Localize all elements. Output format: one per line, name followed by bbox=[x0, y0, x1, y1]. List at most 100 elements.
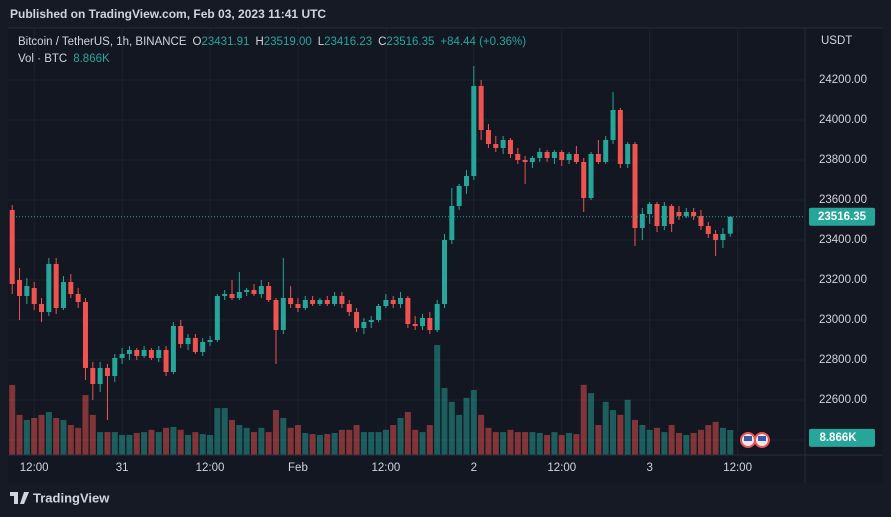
candle-body bbox=[53, 264, 59, 308]
legend-key: C bbox=[378, 36, 386, 48]
volume-bar bbox=[683, 434, 690, 455]
volume-bar bbox=[690, 432, 697, 455]
volume-tag-label: 8.866K bbox=[819, 432, 857, 444]
volume-bar bbox=[646, 429, 653, 455]
volume-bar bbox=[668, 425, 675, 455]
candle-body bbox=[713, 234, 719, 240]
volume-bar bbox=[661, 432, 668, 455]
volume-bar bbox=[558, 434, 565, 455]
volume-bar bbox=[675, 432, 682, 455]
volume-bar bbox=[697, 429, 704, 455]
x-tick-label: 12:00 bbox=[196, 462, 225, 474]
volume-bar bbox=[375, 432, 382, 455]
candle-body bbox=[537, 152, 543, 158]
volume-bar bbox=[272, 410, 279, 455]
symbol-legend: Bitcoin / TetherUS, 1h, BINANCE O23431.91… bbox=[18, 36, 526, 48]
candle-body bbox=[236, 292, 242, 298]
legend-value: 23416.23 bbox=[324, 36, 372, 48]
candle-body bbox=[507, 140, 513, 154]
volume-bar bbox=[331, 432, 338, 455]
volume-bar bbox=[412, 429, 419, 455]
candle-body bbox=[251, 290, 257, 294]
volume-bar bbox=[60, 419, 67, 455]
y-tick-label: 23600.00 bbox=[819, 194, 867, 206]
candle-body bbox=[266, 286, 272, 300]
volume-bar bbox=[551, 432, 558, 455]
candle-body bbox=[346, 304, 352, 312]
legend-value: 23431.91 bbox=[201, 36, 249, 48]
volume-bar bbox=[478, 414, 485, 455]
volume-bar bbox=[485, 427, 492, 455]
candle-body bbox=[148, 350, 154, 358]
volume-bar bbox=[463, 397, 470, 455]
volume-bar bbox=[221, 408, 228, 455]
candle-body bbox=[104, 368, 110, 376]
candle-body bbox=[449, 206, 455, 240]
volume-bar bbox=[31, 417, 38, 455]
y-tick-label: 24200.00 bbox=[819, 74, 867, 86]
volume-bar bbox=[566, 432, 573, 455]
volume-bar bbox=[89, 414, 96, 455]
candle-body bbox=[119, 354, 125, 358]
volume-bar bbox=[9, 384, 16, 455]
volume-bar bbox=[236, 425, 243, 455]
legend-change: +84.44 (+0.36%) bbox=[440, 36, 526, 48]
candle-body bbox=[156, 350, 162, 358]
volume-bar bbox=[368, 432, 375, 455]
candle-body bbox=[639, 214, 645, 228]
volume-bar bbox=[104, 432, 111, 455]
candle-body bbox=[654, 204, 660, 226]
volume-bar bbox=[126, 434, 133, 455]
volume-bar bbox=[397, 417, 404, 455]
volume-bar bbox=[119, 434, 126, 455]
volume-bar bbox=[624, 399, 631, 455]
candle-body bbox=[178, 326, 184, 344]
candle-body bbox=[192, 338, 198, 352]
candle-body bbox=[559, 152, 565, 160]
candle-body bbox=[302, 300, 308, 308]
grid bbox=[8, 28, 805, 455]
candle-body bbox=[647, 204, 653, 214]
volume-bar bbox=[544, 434, 551, 455]
volume-bar bbox=[470, 389, 477, 455]
volume-bar bbox=[53, 417, 60, 455]
candle-body bbox=[434, 304, 440, 330]
candle-body bbox=[214, 296, 220, 340]
candle-body bbox=[200, 342, 206, 352]
volume-bar bbox=[346, 429, 353, 455]
candle-body bbox=[603, 140, 609, 162]
volume-bar bbox=[529, 432, 536, 455]
candle-body bbox=[90, 368, 96, 384]
volume-bar bbox=[97, 432, 104, 455]
volume-bar bbox=[360, 432, 367, 455]
volume-bar bbox=[82, 395, 89, 455]
candle-body bbox=[698, 216, 704, 226]
candle-body bbox=[420, 318, 426, 326]
legend-key: O bbox=[193, 36, 202, 48]
volume-bar bbox=[75, 427, 82, 455]
candle-body bbox=[522, 160, 528, 162]
candle-body bbox=[163, 350, 169, 372]
candle-body bbox=[273, 300, 279, 330]
candle-body bbox=[258, 286, 264, 294]
volume-bar bbox=[302, 432, 309, 455]
volume-bar bbox=[23, 419, 30, 455]
volume-bar bbox=[141, 432, 148, 455]
candle-body bbox=[442, 240, 448, 304]
y-tick-label: 23800.00 bbox=[819, 154, 867, 166]
candle-body bbox=[68, 282, 74, 294]
candle-body bbox=[310, 300, 316, 304]
candle-body bbox=[39, 304, 45, 312]
candle-body bbox=[427, 318, 433, 330]
legend-key: H bbox=[255, 36, 263, 48]
candle-body bbox=[60, 282, 66, 308]
candle-body bbox=[463, 176, 469, 186]
volume-bar bbox=[353, 425, 360, 455]
volume-bar bbox=[434, 345, 441, 455]
candle-body bbox=[222, 294, 228, 296]
candle-body bbox=[185, 338, 191, 344]
candle-body bbox=[361, 322, 367, 328]
candle-body bbox=[207, 340, 213, 342]
volume-tag bbox=[809, 428, 875, 447]
